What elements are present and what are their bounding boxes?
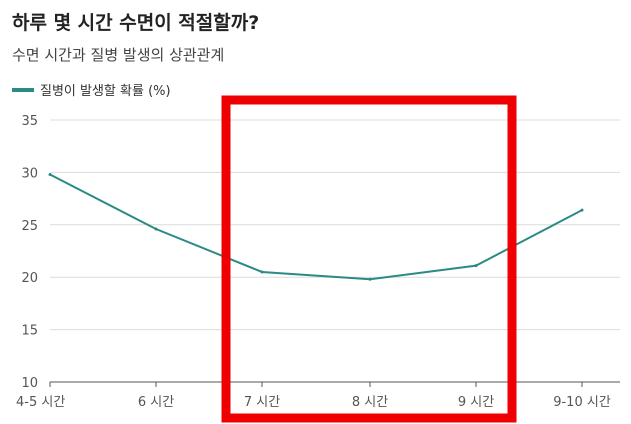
y-tick-label: 20 — [21, 271, 38, 286]
x-tick-label: 4-5 시간 — [16, 395, 65, 410]
x-tick-label: 9 시간 — [458, 395, 494, 410]
data-point — [474, 264, 478, 268]
chart-legend: 질병이 발생할 확률 (%) — [12, 80, 171, 99]
data-point — [368, 277, 372, 281]
x-tick-label: 7 시간 — [244, 395, 280, 410]
legend-swatch — [12, 87, 34, 92]
data-point — [260, 270, 264, 274]
y-tick-label: 30 — [21, 166, 38, 181]
legend-label: 질병이 발생할 확률 (%) — [40, 84, 171, 99]
y-tick-label: 25 — [21, 219, 38, 234]
data-point — [580, 208, 584, 212]
x-tick-label: 8 시간 — [352, 395, 388, 410]
y-tick-label: 10 — [21, 376, 38, 391]
chart-title: 하루 몇 시간 수면이 적절할까? — [12, 12, 260, 34]
data-point — [48, 172, 52, 176]
y-tick-label: 15 — [21, 324, 38, 339]
series-line — [49, 173, 583, 281]
highlight-box — [221, 95, 517, 423]
y-tick-label: 35 — [21, 114, 38, 129]
data-point — [154, 227, 158, 231]
x-tick-label: 9-10 시간 — [553, 395, 611, 410]
chart-subtitle: 수면 시간과 질병 발생의 상관관계 — [12, 46, 225, 64]
x-tick-label: 6 시간 — [138, 395, 174, 410]
